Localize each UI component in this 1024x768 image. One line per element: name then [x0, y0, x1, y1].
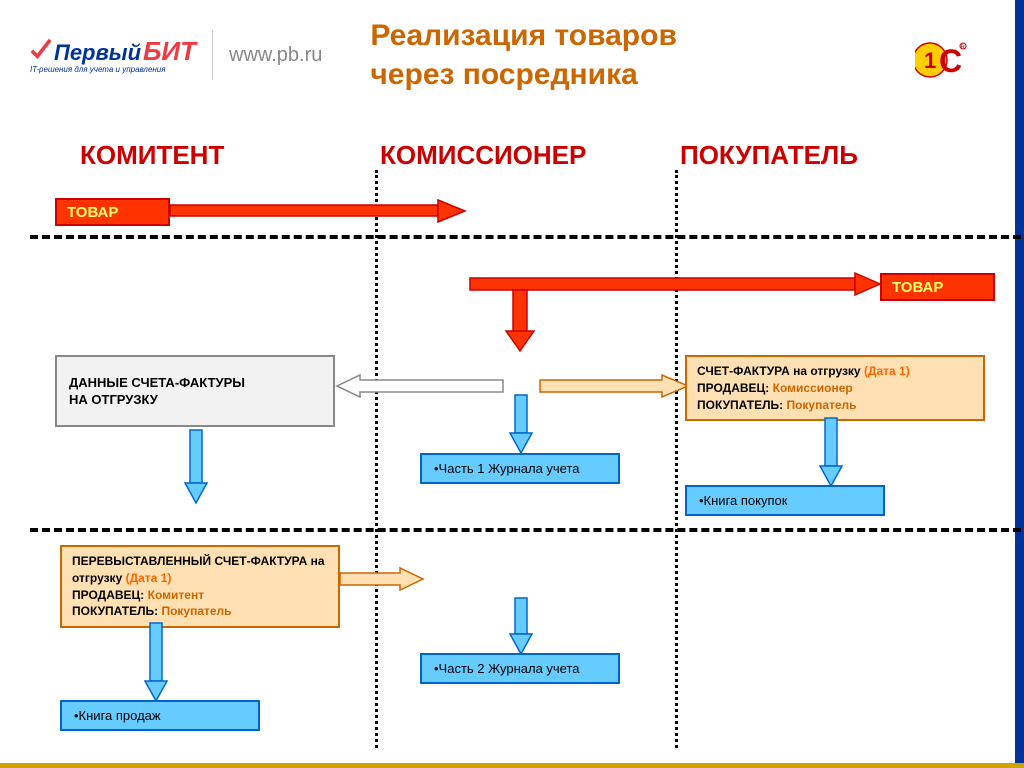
right-border — [1015, 0, 1024, 768]
tan1-date: (Дата 1) — [864, 364, 910, 378]
logo-subtitle: IT-решения для учета и управления — [30, 65, 196, 74]
header-separator — [212, 30, 213, 80]
arrow-blue-d4 — [510, 598, 532, 656]
svg-text:1: 1 — [924, 48, 936, 73]
col-label-3: ПОКУПАТЕЛЬ — [680, 140, 858, 171]
box-tovar-2: ТОВАР — [880, 273, 995, 301]
logo-1c-icon: 1 С R — [915, 38, 969, 82]
box-grey-invoice-data: ДАННЫЕ СЧЕТА-ФАКТУРЫ НА ОТГРУЗКУ — [55, 355, 335, 427]
hdash-1 — [30, 235, 1024, 239]
arrow-blue-d5 — [145, 623, 167, 703]
logo-bit-text: БИТ — [143, 36, 196, 67]
bottom-border — [0, 763, 1024, 768]
arrow-bi-right — [540, 375, 690, 397]
title-line2: через посредника — [370, 55, 677, 94]
arrow-red-1 — [170, 200, 470, 224]
tan2-v1: Комитент — [148, 588, 204, 602]
box-blue-journal-1: •Часть 1 Журнала учета — [420, 453, 620, 484]
tan2-title: ПЕРЕВЫСТАВЛЕННЫЙ СЧЕТ-ФАКТУРА на отгрузк… — [72, 554, 325, 585]
box-blue-book-purchases: •Книга покупок — [685, 485, 885, 516]
box-tan-invoice-2: ПЕРЕВЫСТАВЛЕННЫЙ СЧЕТ-ФАКТУРА на отгрузк… — [60, 545, 340, 628]
title-line1: Реализация товаров — [370, 16, 677, 55]
arrow-red-t — [470, 273, 890, 353]
box-blue-book-sales: •Книга продаж — [60, 700, 260, 731]
box-blue-journal-2: •Часть 2 Журнала учета — [420, 653, 620, 684]
tan2-l1: ПРОДАВЕЦ: — [72, 588, 148, 602]
arrow-blue-d1 — [510, 395, 532, 455]
svg-text:С: С — [939, 43, 962, 79]
page-title: Реализация товаров через посредника — [370, 16, 677, 94]
tan1-l1: ПРОДАВЕЦ: — [697, 381, 773, 395]
checkmark-icon — [30, 38, 52, 60]
tan1-v2: Покупатель — [786, 398, 856, 412]
vdash-2 — [675, 170, 678, 748]
arrow-tan-right — [340, 568, 425, 590]
tan1-title: СЧЕТ-ФАКТУРА на отгрузку — [697, 364, 864, 378]
tan1-l2: ПОКУПАТЕЛЬ: — [697, 398, 786, 412]
tan2-date: (Дата 1) — [126, 571, 172, 585]
col-label-1: КОМИТЕНТ — [80, 140, 224, 171]
hdash-2 — [30, 528, 1024, 532]
logo-first-text: Первый — [54, 40, 141, 66]
vdash-1 — [375, 170, 378, 748]
tan2-l2: ПОКУПАТЕЛЬ: — [72, 604, 161, 618]
header: Первый БИТ IT-решения для учета и управл… — [30, 20, 994, 90]
grey-line2: НА ОТГРУЗКУ — [69, 392, 321, 409]
column-labels: КОМИТЕНТ КОМИССИОНЕР ПОКУПАТЕЛЬ — [0, 140, 1015, 180]
tan1-v1: Комиссионер — [773, 381, 853, 395]
grey-line1: ДАННЫЕ СЧЕТА-ФАКТУРЫ — [69, 375, 321, 392]
arrow-bi-left — [335, 375, 505, 397]
box-tovar-1: ТОВАР — [55, 198, 170, 226]
tan2-v2: Покупатель — [161, 604, 231, 618]
arrow-blue-d3 — [185, 430, 207, 505]
url-text: www.pb.ru — [229, 44, 322, 67]
box-tan-invoice-1: СЧЕТ-ФАКТУРА на отгрузку (Дата 1) ПРОДАВ… — [685, 355, 985, 421]
arrow-blue-d2 — [820, 418, 842, 488]
logo-pb: Первый БИТ IT-решения для учета и управл… — [30, 36, 196, 74]
col-label-2: КОМИССИОНЕР — [380, 140, 586, 171]
svg-text:R: R — [961, 45, 966, 51]
